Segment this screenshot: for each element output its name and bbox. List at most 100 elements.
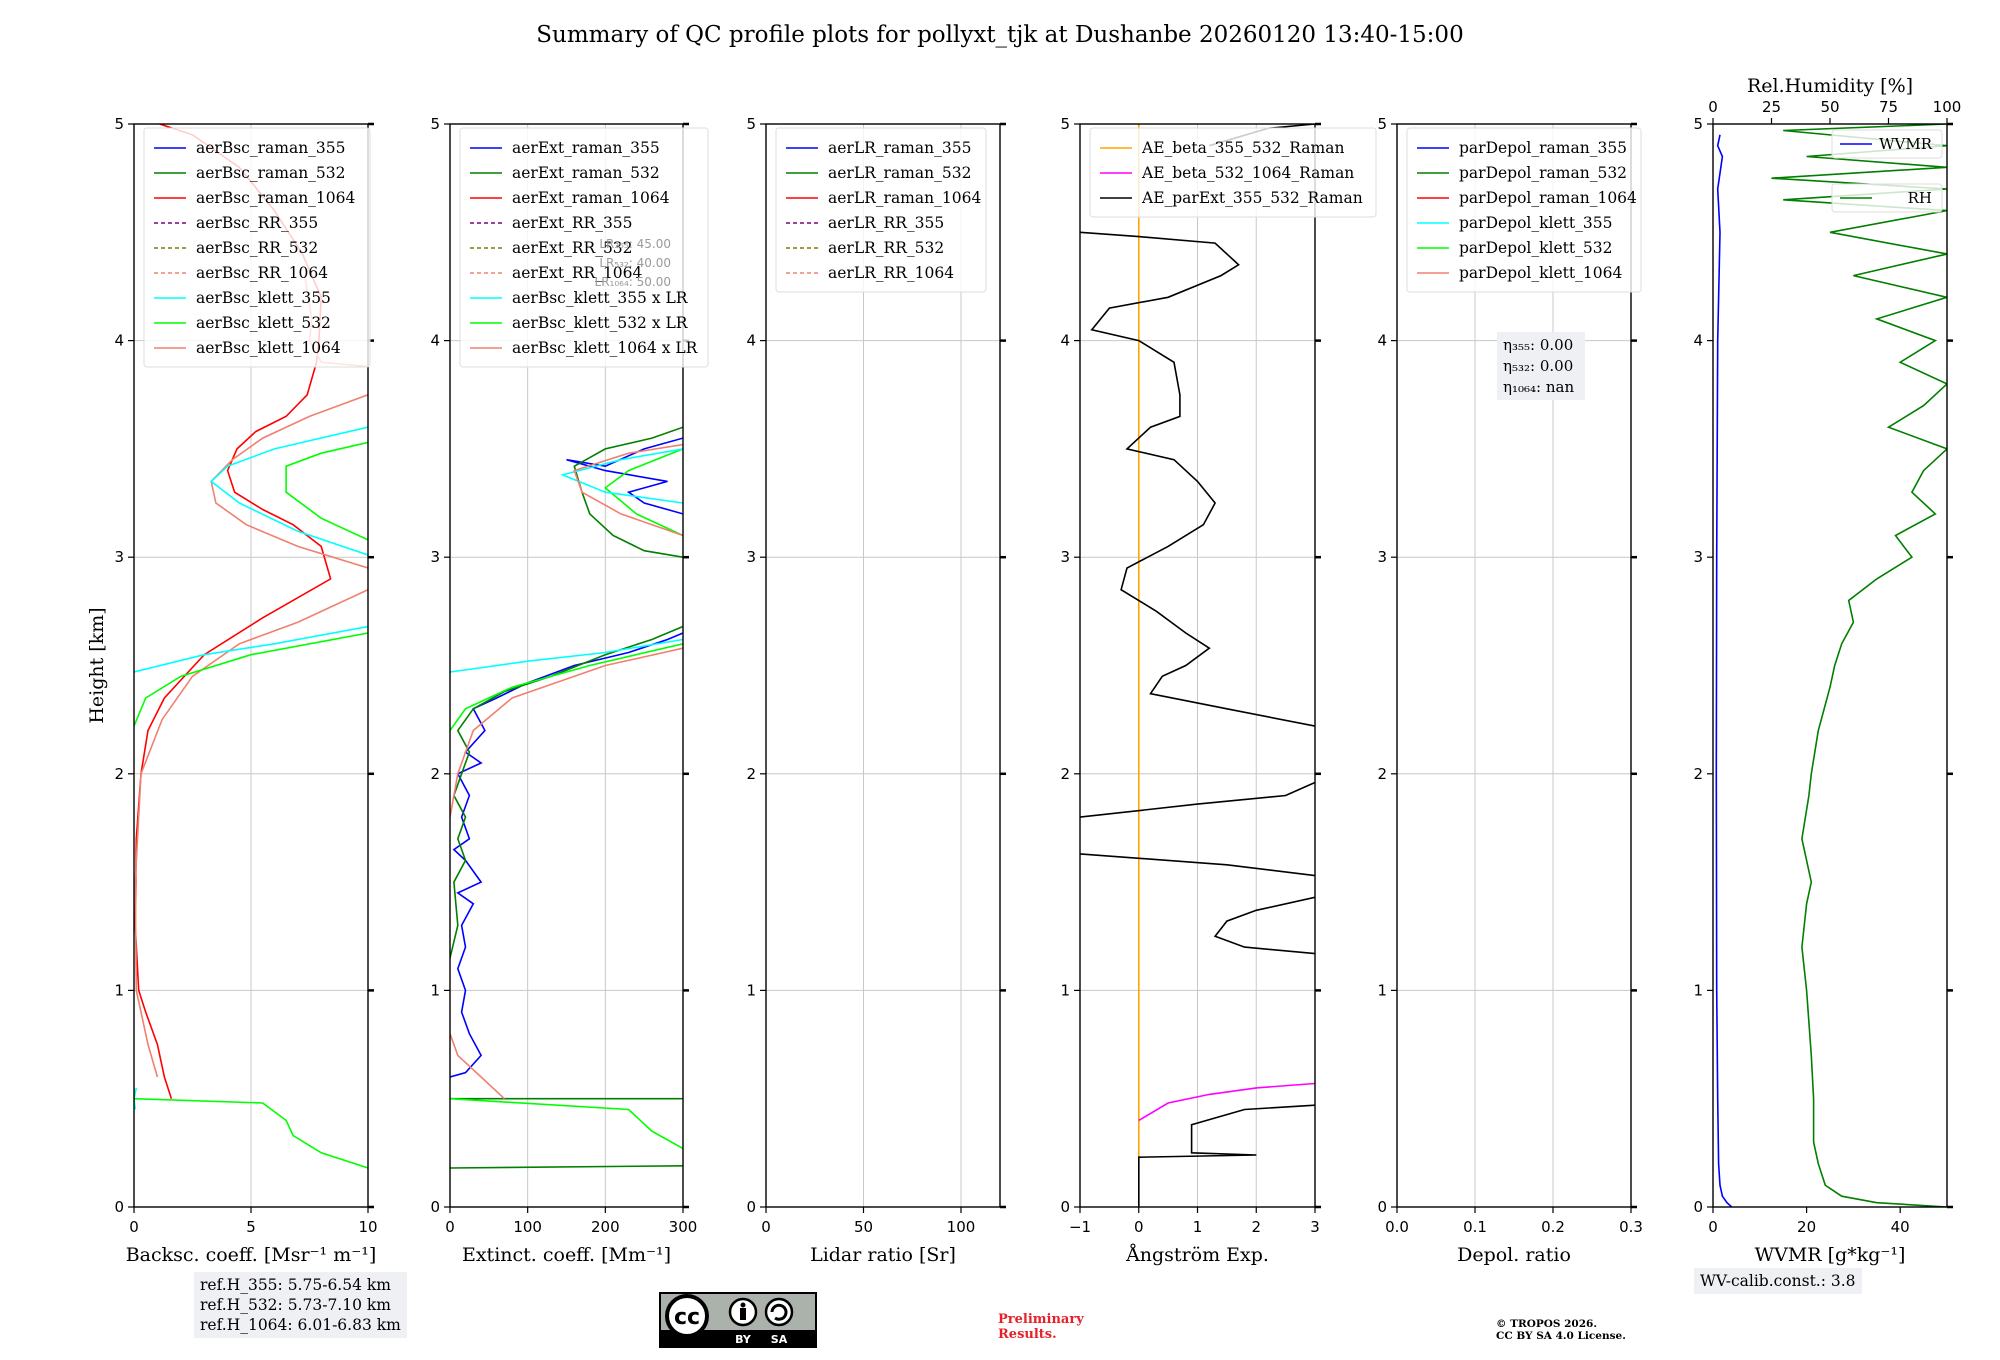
legend: AE_beta_355_532_Raman AE_beta_532_1064_Ra… (1089, 127, 1377, 218)
series-line-aerBsc_klett_532 x LR_b (604, 448, 683, 537)
x-axis-label: Ångström Exp. (1125, 1244, 1269, 1266)
y-tick-label: 5 (1377, 115, 1387, 133)
series-line-aerBsc_klett_1064 x LR_b (573, 443, 683, 537)
legend-label: parDepol_raman_355 (1459, 139, 1627, 157)
y-tick-label: 2 (430, 765, 440, 783)
x2-tick-label: 75 (1879, 98, 1898, 116)
x-tick-label: 20 (1797, 1218, 1816, 1236)
cc-license-logo: cc BY SA (659, 1292, 817, 1352)
legend-label: aerExt_raman_1064 (512, 189, 670, 207)
y-tick-label: 4 (1377, 332, 1387, 350)
x-tick-label: 200 (591, 1218, 620, 1236)
figure-title: Summary of QC profile plots for pollyxt_… (536, 22, 1464, 48)
panel-bsc: 0 5 10 0 1 2 3 4 5 Backsc. coeff. [Msr⁻¹ m⁻¹] Heig… (86, 115, 378, 1266)
x-tick-label: −1 (1069, 1218, 1091, 1236)
y-tick-label: 1 (1693, 981, 1703, 999)
series-line-aerExt_raman_532 (450, 625, 683, 959)
x2-tick-label: 0 (1708, 98, 1718, 116)
legend-label: aerBsc_RR_532 (196, 239, 318, 257)
y-tick-label: 4 (1060, 332, 1070, 350)
y-tick-label: 0 (1377, 1198, 1387, 1216)
x-tick-label: 0.3 (1619, 1218, 1643, 1236)
cc-by-label: BY (735, 1333, 752, 1346)
x2-tick-label: 25 (1762, 98, 1781, 116)
y-tick-label: 1 (746, 981, 756, 999)
series-line-aerBsc_klett_532 (134, 1087, 368, 1169)
legend-label: WVMR (1879, 135, 1933, 153)
series-line-AE_beta_532_1064_Raman (1138, 1082, 1315, 1122)
lidar-ratio-label: LR₃₅₅: 45.00 (599, 237, 671, 251)
legend-box (1831, 129, 1943, 159)
legend-label: AE_beta_355_532_Raman (1141, 139, 1344, 157)
eta-label: η₃₅₅: 0.00 (1503, 336, 1573, 354)
panel-depol: 0.0 0.1 0.2 0.3 0 1 2 3 4 5 Depol. ratio parDepol_r… (1377, 115, 1642, 1266)
legend-label: aerBsc_klett_532 x LR (512, 314, 689, 332)
series-line-AE_parExt_355_532_Raman_c (1080, 853, 1315, 877)
legend-label: RH (1908, 189, 1932, 207)
y-tick-label: 5 (1693, 115, 1703, 133)
legend-label: aerBsc_klett_1064 x LR (512, 339, 699, 357)
x-tick-label: 0.2 (1541, 1218, 1565, 1236)
panel-wv: 0 20 40 0 1 2 3 4 5 WVMR [g*kg⁻¹] 0 25 50 75 100 Rel.Hu… (1693, 75, 1961, 1266)
y-tick-label: 0 (1693, 1198, 1703, 1216)
series-line-aerBsc_klett_1064_upper (210, 394, 368, 569)
legend-box (1089, 127, 1377, 218)
legend-label: aerBsc_RR_1064 (196, 264, 328, 282)
y-tick-label: 3 (746, 548, 756, 566)
legend-label: parDepol_raman_532 (1459, 164, 1627, 182)
legend-label: aerBsc_klett_355 x LR (512, 289, 689, 307)
series-line-aerBsc_klett_355 (134, 1087, 138, 1110)
x-tick-label: 0 (1134, 1218, 1144, 1236)
y-tick-label: 4 (746, 332, 756, 350)
series-line-aerBsc_klett_355_a (134, 625, 368, 673)
eta-label: η₅₃₂: 0.00 (1503, 357, 1573, 375)
x-tick-label: 100 (513, 1218, 542, 1236)
x-tick-label: 1 (1193, 1218, 1203, 1236)
share-alike-icon (764, 1297, 794, 1327)
panel-ext: 0 100 200 300 0 1 2 3 4 5 Extinct. coeff. [Mm⁻¹] ae… (430, 115, 709, 1266)
legend-label: aerLR_raman_532 (828, 164, 971, 182)
axes-frame (765, 123, 1001, 1208)
series-line-aerBsc_klett_1064 (134, 588, 368, 1078)
lidar-ratio-label: LR₅₃₂: 40.00 (599, 256, 671, 270)
series-line-WVMR (1715, 134, 1733, 1207)
y-tick-label: 5 (430, 115, 440, 133)
legend-box (459, 127, 709, 368)
y-tick-label: 2 (746, 765, 756, 783)
y-tick-label: 1 (430, 981, 440, 999)
ref-height-1064: ref.H_1064: 6.01-6.83 km (200, 1316, 401, 1334)
legend-label: AE_parExt_355_532_Raman (1141, 189, 1363, 207)
series-line-AE_parExt_355_532_Raman_d (1080, 781, 1315, 818)
series-line-aerBsc_klett_532_b (285, 441, 368, 541)
series-line-AE_parExt_355_532_Raman_e (1080, 231, 1315, 727)
x-tick-label: 0 (445, 1218, 455, 1236)
preliminary-results-note: Preliminary Results. (998, 1312, 1084, 1342)
legend-label: aerBsc_klett_532 (196, 314, 331, 332)
legend-label: parDepol_raman_1064 (1459, 189, 1637, 207)
x-tick-label: 10 (358, 1218, 377, 1236)
y-tick-label: 5 (114, 115, 124, 133)
x-tick-label: 100 (947, 1218, 976, 1236)
x-axis-label: Lidar ratio [Sr] (810, 1244, 956, 1266)
x-tick-label: 0.0 (1385, 1218, 1409, 1236)
x2-tick-label: 100 (1933, 98, 1962, 116)
y-tick-label: 3 (114, 548, 124, 566)
legend: aerBsc_raman_355 aerBsc_raman_532 aerBsc_r… (143, 127, 371, 368)
legend-label: aerBsc_klett_355 (196, 289, 331, 307)
series-group (450, 426, 683, 1169)
series-line-aerBsc_klett_532 x LR_a (450, 643, 683, 731)
cc-badge-text: cc (674, 1305, 700, 1330)
cc-circle-icon (665, 1294, 709, 1338)
legend-box (143, 127, 371, 368)
series-line-aerBsc_klett_355_b (209, 426, 368, 556)
x-tick-label: 0 (1708, 1218, 1718, 1236)
x-axis-label: Extinct. coeff. [Mm⁻¹] (462, 1244, 671, 1266)
reference-height-box: ref.H_355: 5.75-6.54 km ref.H_532: 5.73-… (194, 1272, 407, 1338)
legend-label: aerLR_RR_355 (828, 214, 944, 232)
x-tick-label: 50 (854, 1218, 873, 1236)
x-tick-label: 5 (246, 1218, 256, 1236)
series-group (1080, 124, 1315, 1207)
legend-label: AE_beta_532_1064_Raman (1141, 164, 1354, 182)
legend-label: aerExt_RR_532 (512, 239, 633, 257)
y-tick-label: 3 (1060, 548, 1070, 566)
